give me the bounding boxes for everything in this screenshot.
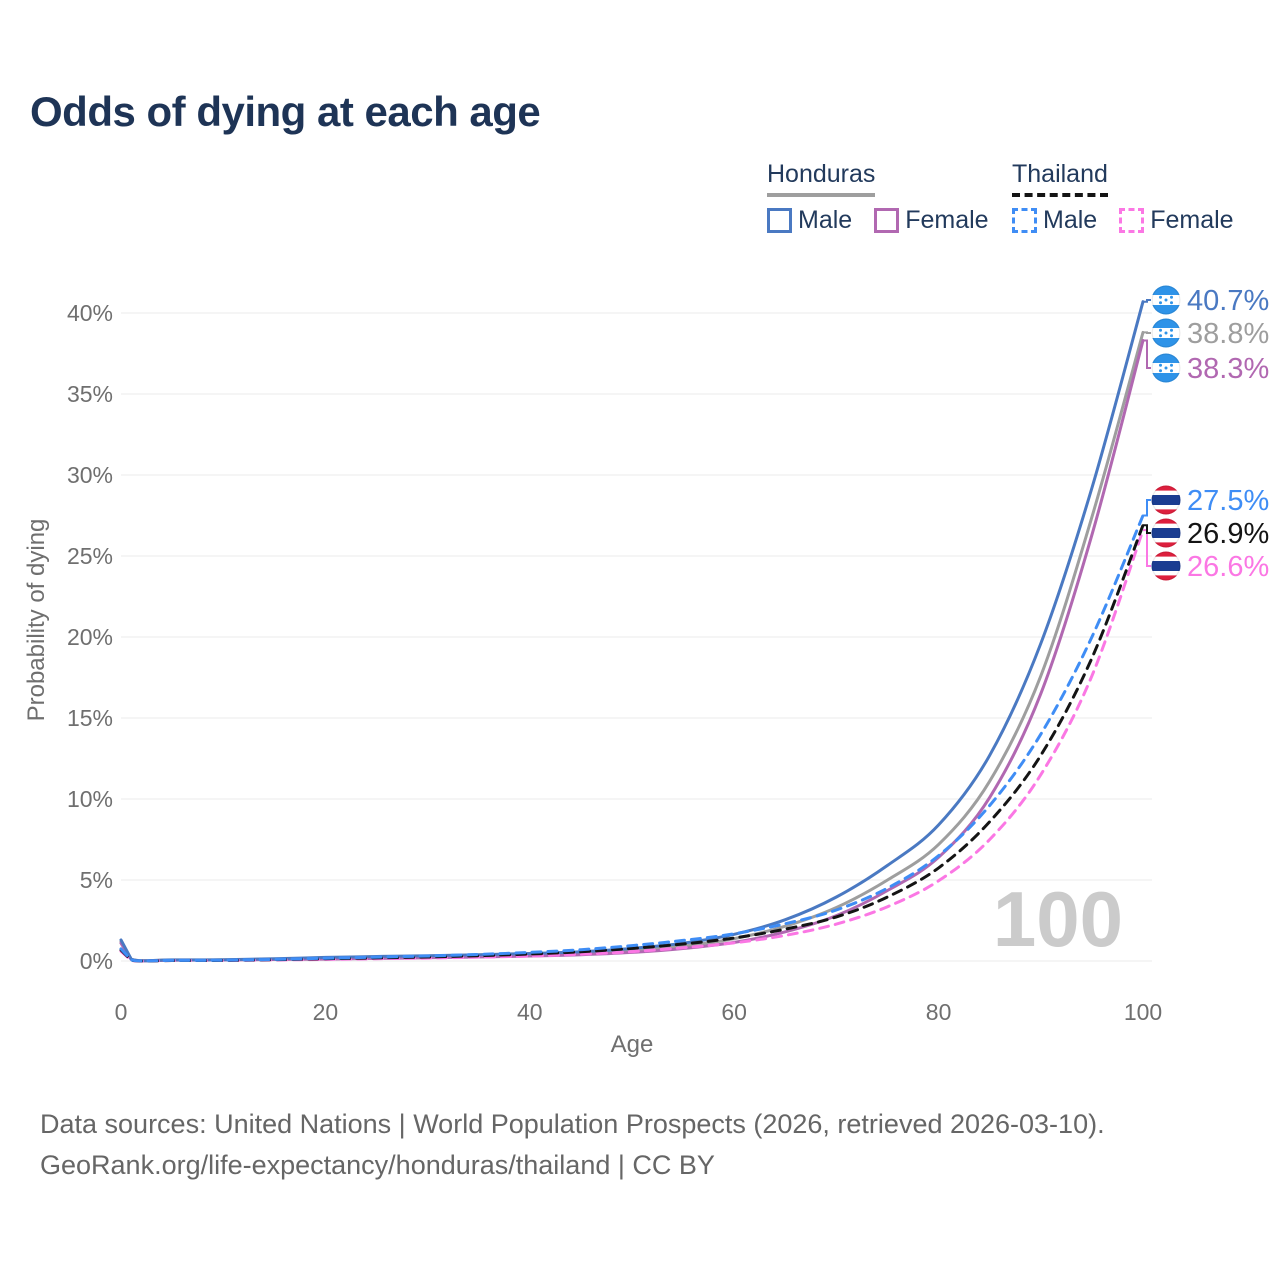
legend-item-thailand-male[interactable]: Male [1012,206,1097,235]
attribution-line: GeoRank.org/life-expectancy/honduras/tha… [40,1150,715,1180]
leader-line-th_both [1143,524,1151,534]
checkbox-icon[interactable] [874,208,900,233]
series-line-hn_male[interactable] [119,300,1145,963]
y-axis-title: Probability of dying [23,519,50,722]
end-value-label-th_both: 26.9% [1187,518,1269,550]
annotation-layer: 38.8%38.3% 40.7% 26.6%26.9%27.5% [1143,285,1269,583]
legend-thailand-row: Male Female [1012,206,1256,235]
honduras-flag-icon [1151,353,1181,383]
leader-line-th_male [1143,499,1151,517]
end-value-label-hn_both: 38.8% [1187,318,1269,350]
legend-honduras-header[interactable]: Honduras [767,160,876,197]
watermark-layer: 100 [993,875,1123,963]
legend-label: Male [798,206,853,234]
y-tick-label: 0% [80,948,113,974]
y-tick-label: 35% [67,381,113,407]
leader-line-hn_female [1143,339,1151,369]
y-tick-label: 5% [80,867,113,893]
end-value-label-hn_female: 38.3% [1187,353,1269,385]
legend-honduras-row: Male Female [767,206,1011,235]
data-sources-line: Data sources: United Nations | World Pop… [40,1109,1105,1139]
y-tick-label: 10% [67,786,113,812]
x-tick-label: 0 [115,999,128,1025]
legend-label: Female [905,206,989,234]
legend-thailand-header[interactable]: Thailand [1012,160,1108,197]
data-sources-note: Data sources: United Nations | World Pop… [40,1104,1105,1186]
x-axis-title: Age [611,1031,654,1058]
legend-label: Female [1150,206,1234,234]
legend-item-honduras-female[interactable]: Female [874,206,989,235]
y-tick-label: 25% [67,543,113,569]
legend-label: Male [1043,206,1098,234]
honduras-flag-icon [1151,285,1181,315]
series-line-th_male[interactable] [119,514,1145,963]
legend-group-thailand: Thailand Male Female [1012,160,1256,235]
thailand-flag-icon [1151,518,1181,548]
x-tick-label: 100 [1124,999,1162,1025]
legend-group-honduras: Honduras Male Female [767,160,1011,235]
checkbox-icon[interactable] [1119,208,1145,233]
leader-line-hn_both [1143,331,1151,334]
legend-item-thailand-female[interactable]: Female [1119,206,1234,235]
series-layer [119,300,1145,963]
x-tick-label: 60 [721,999,747,1025]
chart-title: Odds of dying at each age [30,88,541,135]
series-line-hn_female[interactable] [119,339,1145,963]
end-value-label-hn_male: 40.7% [1187,285,1269,317]
leader-line-hn_male [1143,299,1151,303]
y-tick-label: 40% [67,300,113,326]
axis-layer: 0% 5% 10% 15% 20% 25% 30% 35% 40% 0 20 40 60 80 100 Age… [23,300,1162,1058]
series-line-hn_both[interactable] [119,330,1145,963]
x-tick-label: 20 [313,999,339,1025]
grid-layer [121,312,1152,962]
checkbox-icon[interactable] [767,208,792,233]
end-value-label-th_male: 27.5% [1187,485,1269,517]
x-tick-label: 80 [926,999,952,1025]
y-tick-label: 30% [67,462,113,488]
end-value-label-th_female: 26.6% [1187,551,1269,583]
checkbox-icon[interactable] [1012,208,1037,233]
series-line-th_female[interactable] [119,528,1145,963]
thailand-flag-icon [1151,551,1181,581]
series-line-th_both[interactable] [119,523,1145,963]
leader-line-th_female [1143,529,1151,567]
thailand-flag-icon [1151,485,1181,515]
x-tick-label: 40 [517,999,543,1025]
legend-item-honduras-male[interactable]: Male [767,206,852,235]
y-tick-label: 15% [67,705,113,731]
age-watermark: 100 [993,875,1123,963]
y-tick-label: 20% [67,624,113,650]
honduras-flag-icon [1151,318,1181,348]
